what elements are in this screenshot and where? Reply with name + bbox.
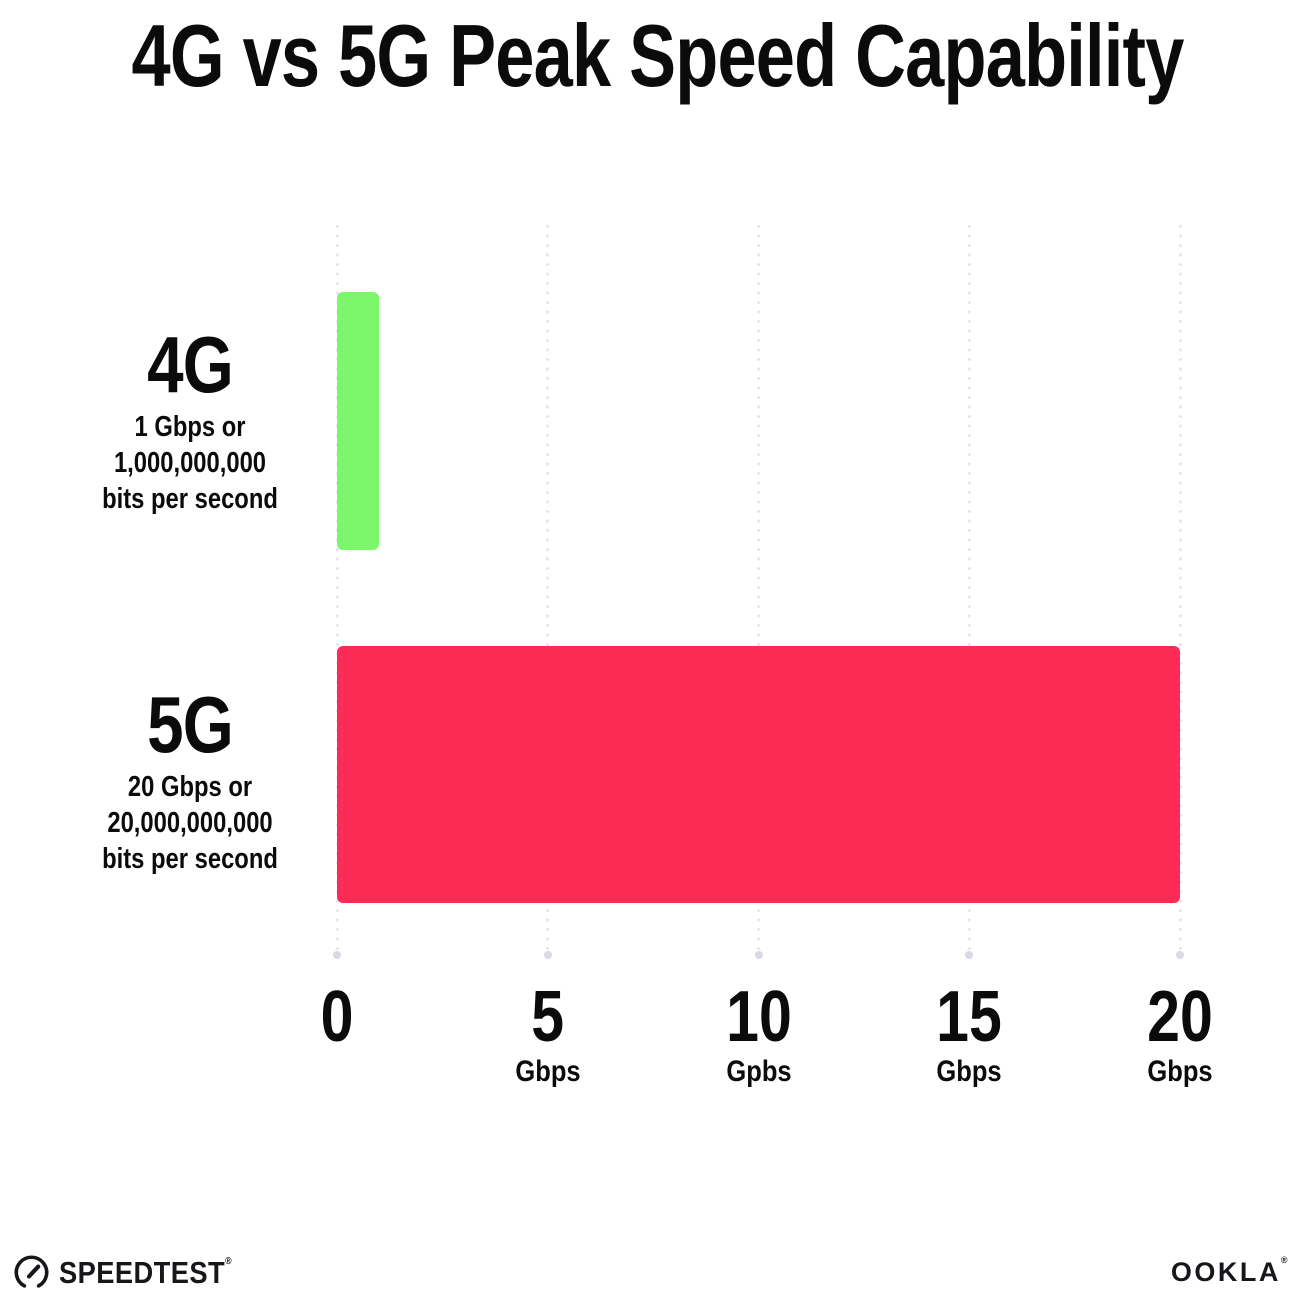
row-label-4g-sub-line-3: bits per second — [102, 483, 278, 515]
gridline-10 — [754, 222, 763, 959]
speedtest-gauge-icon — [14, 1255, 49, 1288]
speedtest-registered-mark: ® — [225, 1255, 233, 1267]
x-tick-label-20: 20 — [1147, 977, 1213, 1057]
x-tick-unit-10: Gpbs — [725, 1055, 792, 1088]
row-label-4g-sub: 1 Gbps or 1,000,000,000 bits per second — [79, 409, 300, 517]
ookla-logo: OOKLA® — [1170, 1255, 1290, 1288]
row-label-5g-sub: 20 Gbps or 20,000,000,000 bits per secon… — [79, 769, 300, 877]
row-label-4g-sub-line-2: 1,000,000,000 — [113, 447, 267, 479]
gridline-15 — [965, 222, 974, 959]
row-label-5g-name: 5G — [147, 680, 234, 769]
x-tick-unit-20: Gbps — [1147, 1055, 1213, 1088]
bar-5g — [337, 646, 1180, 903]
chart-title: 4G vs 5G Peak Speed Capability — [0, 12, 1308, 100]
x-tick-20: 20 Gbps — [1140, 981, 1220, 1087]
gridline-20 — [1176, 222, 1184, 959]
ookla-registered-mark: ® — [1280, 1255, 1290, 1265]
x-tick-0: 0 — [317, 981, 357, 1053]
x-tick-label-15: 15 — [936, 977, 1003, 1057]
row-label-4g: 4G 1 Gbps or 1,000,000,000 bits per seco… — [79, 320, 300, 517]
x-tick-15: 15 Gbps — [929, 981, 1009, 1087]
row-label-5g-sub-line-2: 20,000,000,000 — [107, 807, 273, 839]
x-axis: 0 5 Gbps 10 Gpbs 15 Gbps 20 Gbps — [321, 981, 1213, 1111]
row-label-5g: 5G 20 Gbps or 20,000,000,000 bits per se… — [79, 680, 300, 877]
row-label-5g-sub-line-3: bits per second — [102, 843, 278, 875]
chart-title-text: 4G vs 5G Peak Speed Capability — [131, 6, 1185, 105]
ookla-wordmark: OOKLA — [1170, 1257, 1281, 1287]
x-tick-label-5: 5 — [531, 977, 565, 1057]
gridline-5 — [543, 222, 552, 959]
row-label-4g-sub-line-1: 1 Gbps or — [134, 411, 246, 443]
x-tick-unit-5: Gbps — [515, 1055, 581, 1088]
speedtest-logo: SPEEDTEST® — [13, 1254, 256, 1291]
x-tick-label-0: 0 — [320, 977, 354, 1057]
plot-area — [333, 222, 1184, 959]
bar-4g — [337, 292, 380, 550]
x-tick-10: 10 Gpbs — [718, 981, 798, 1087]
x-tick-unit-15: Gbps — [936, 1055, 1002, 1088]
row-label-5g-sub-line-1: 20 Gbps or — [127, 771, 253, 803]
gridline-0 — [333, 222, 341, 959]
x-tick-5: 5 Gbps — [509, 981, 586, 1087]
speedtest-wordmark: SPEEDTEST® — [59, 1254, 233, 1290]
row-label-4g-name: 4G — [147, 320, 234, 409]
x-tick-label-10: 10 — [725, 977, 792, 1057]
